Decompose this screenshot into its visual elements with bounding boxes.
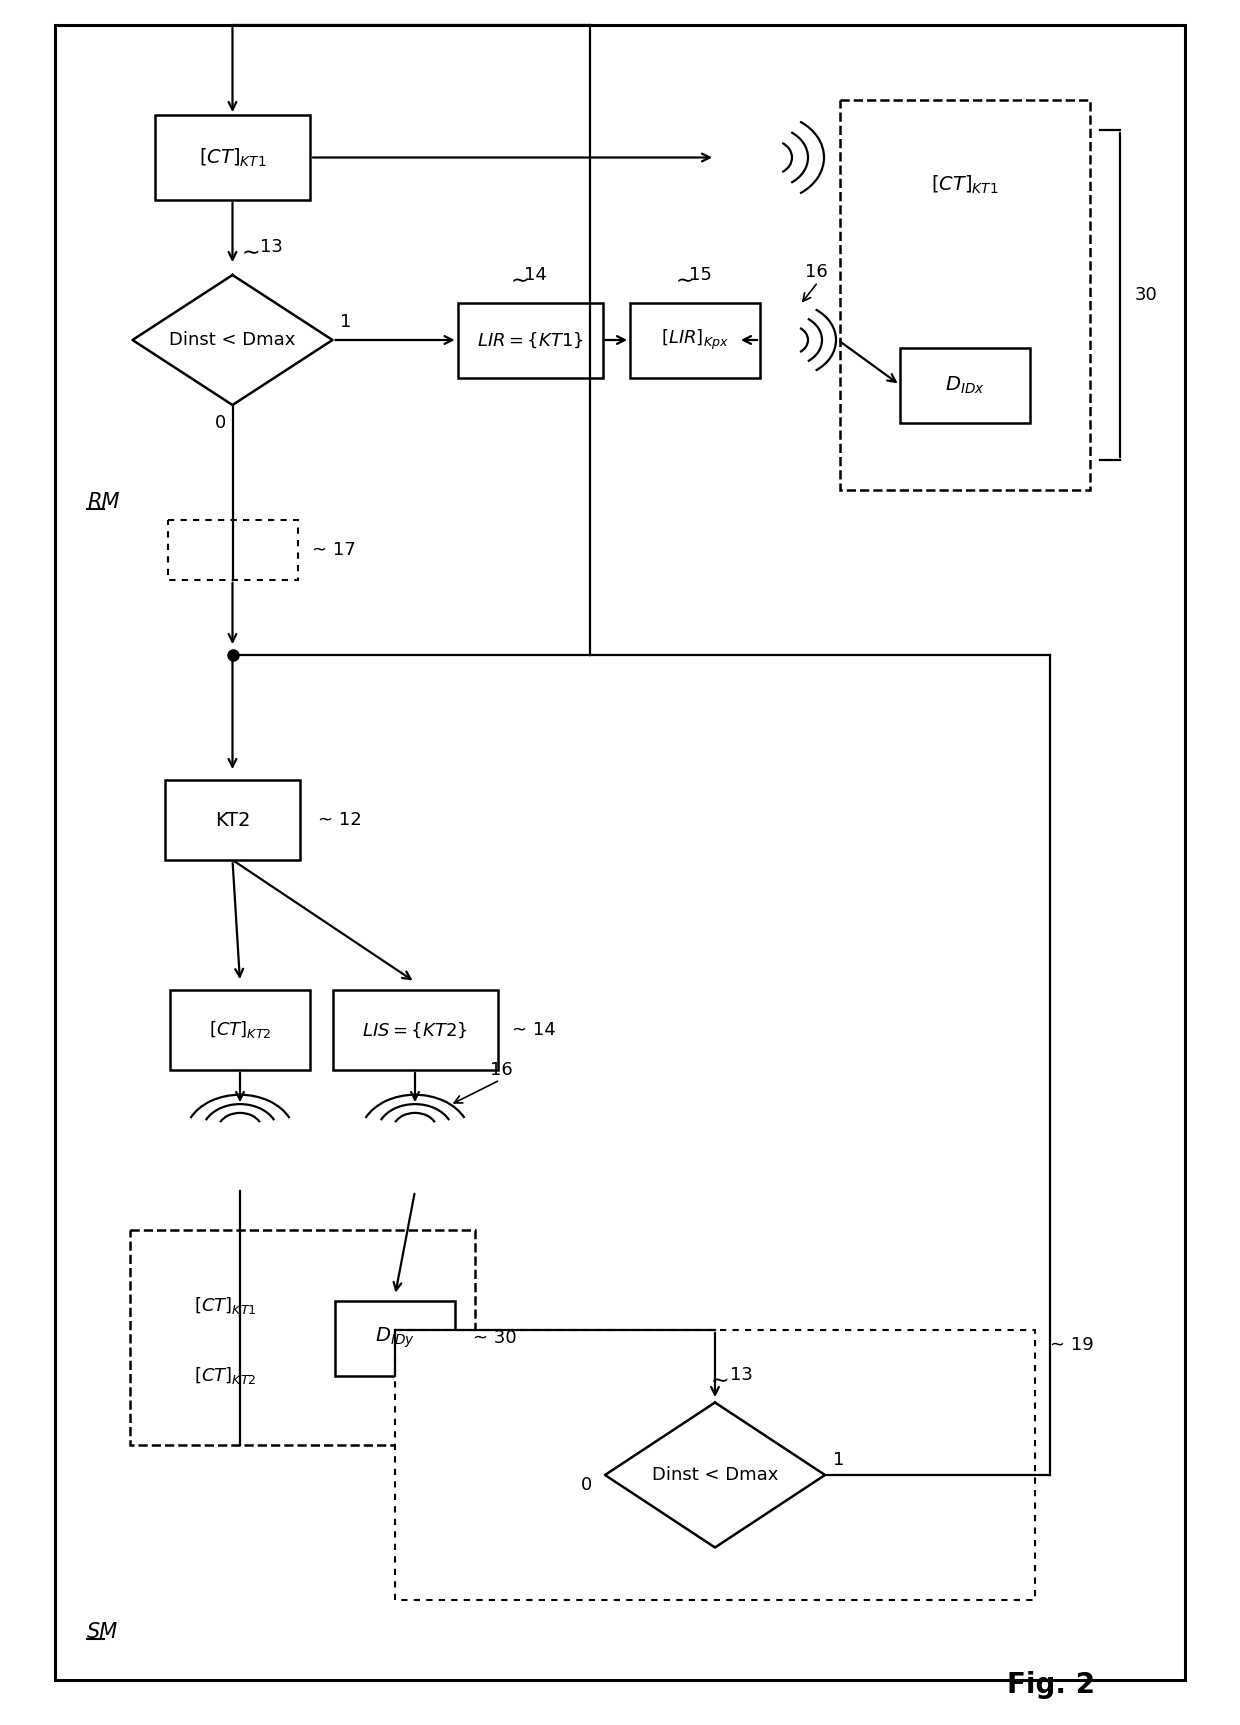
Text: $[CT]_{KT1}$: $[CT]_{KT1}$ (198, 147, 267, 169)
Text: $[CT]_{KT1}$: $[CT]_{KT1}$ (931, 174, 998, 197)
Text: $D_{IDy}$: $D_{IDy}$ (376, 1327, 415, 1351)
Text: $LIR=\{KT1\}$: $LIR=\{KT1\}$ (476, 329, 583, 350)
Text: RM: RM (87, 492, 119, 512)
Bar (458, 302, 603, 378)
Bar (839, 100, 1090, 490)
Text: ∼ 12: ∼ 12 (317, 811, 362, 830)
Text: 0: 0 (215, 414, 226, 431)
Text: ∼ 19: ∼ 19 (1050, 1335, 1094, 1354)
Bar (335, 1301, 455, 1375)
Polygon shape (133, 274, 332, 405)
Text: 0: 0 (582, 1477, 593, 1494)
Text: $[LIR]_{Kpx}$: $[LIR]_{Kpx}$ (661, 328, 729, 352)
Text: Dinst < Dmax: Dinst < Dmax (170, 331, 295, 348)
Text: 16: 16 (490, 1061, 513, 1080)
Text: 16: 16 (805, 262, 828, 281)
Text: $LIS=\{KT2\}$: $LIS=\{KT2\}$ (362, 1019, 467, 1040)
Text: 1: 1 (341, 312, 352, 331)
Text: SM: SM (87, 1622, 118, 1642)
Text: Dinst < Dmax: Dinst < Dmax (652, 1466, 779, 1484)
Bar (396, 1330, 1035, 1601)
Bar (900, 347, 1030, 423)
Bar (74, 79, 1166, 519)
Text: ∼: ∼ (511, 271, 529, 290)
Text: $[CT]_{KT2}$: $[CT]_{KT2}$ (208, 1019, 272, 1040)
Bar (170, 990, 310, 1070)
Text: 1: 1 (833, 1451, 844, 1470)
Bar (332, 990, 497, 1070)
Text: 30: 30 (1135, 286, 1158, 304)
Text: Fig. 2: Fig. 2 (1007, 1672, 1095, 1699)
Text: $[CT]_{KT2}$: $[CT]_{KT2}$ (193, 1364, 257, 1385)
Bar (167, 519, 298, 580)
Text: ∼: ∼ (242, 243, 260, 262)
Text: $[CT]_{KT1}$: $[CT]_{KT1}$ (193, 1294, 257, 1316)
Polygon shape (605, 1402, 825, 1547)
Text: ∼ 17: ∼ 17 (312, 542, 356, 559)
Text: $D_{IDx}$: $D_{IDx}$ (945, 374, 985, 395)
Text: 14: 14 (523, 266, 547, 283)
Bar (630, 302, 760, 378)
Text: 15: 15 (688, 266, 712, 283)
Text: ∼ 14: ∼ 14 (512, 1021, 557, 1038)
Text: ∼ 30: ∼ 30 (472, 1328, 517, 1347)
Text: 13: 13 (730, 1366, 753, 1383)
Text: 13: 13 (260, 238, 284, 255)
Bar (155, 116, 310, 200)
Text: ∼: ∼ (676, 271, 694, 290)
Bar (165, 780, 300, 861)
Bar (74, 590, 1166, 1651)
Bar (130, 1230, 475, 1446)
Text: KT2: KT2 (215, 811, 250, 830)
Text: ∼: ∼ (711, 1370, 729, 1390)
